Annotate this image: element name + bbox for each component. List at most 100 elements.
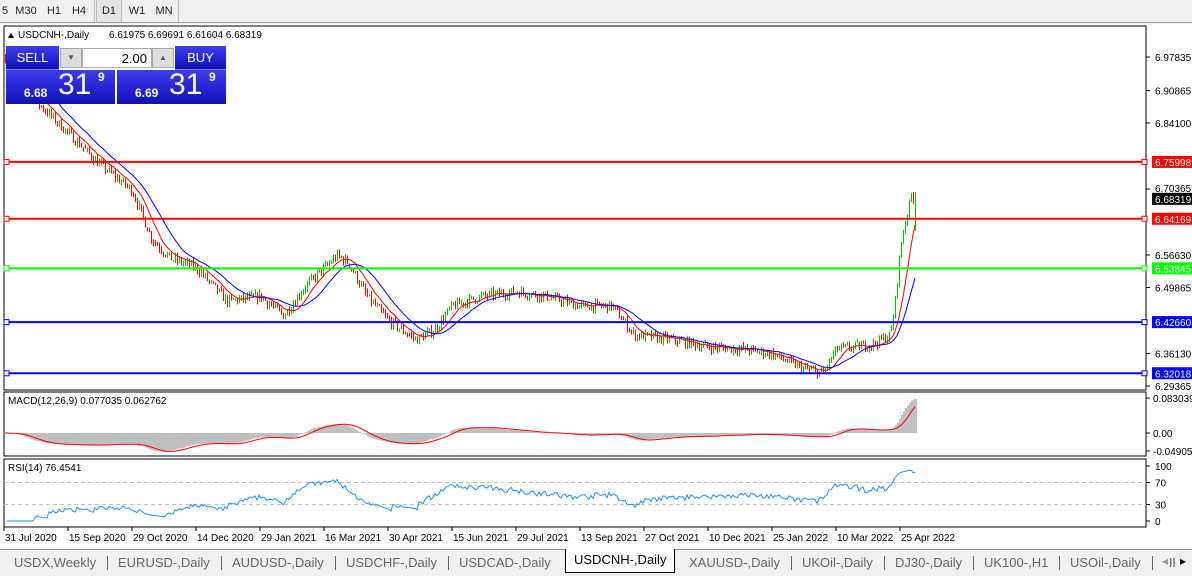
macd-bar xyxy=(311,428,313,433)
level-handle[interactable] xyxy=(1141,265,1148,272)
chart-tab[interactable]: AUDUSD-,Daily xyxy=(232,555,324,570)
macd-bar xyxy=(41,433,43,443)
chart-tab[interactable]: USOil-,Daily xyxy=(1070,555,1141,570)
macd-bar xyxy=(589,433,591,436)
sell-price[interactable]: 6.68 31 9 xyxy=(6,68,115,104)
macd-bar xyxy=(327,424,329,433)
sell-price-pips: 31 xyxy=(58,68,92,101)
macd-bar xyxy=(299,433,301,435)
chart-area[interactable]: USDCNH-,Daily 6.61975 6.69691 6.61604 6.6… xyxy=(0,24,1192,549)
volume-input[interactable] xyxy=(82,48,152,68)
level-handle[interactable] xyxy=(3,158,10,165)
macd-bar xyxy=(93,433,95,446)
timeframe-d1[interactable]: D1 xyxy=(96,0,122,22)
level-handle[interactable] xyxy=(3,370,10,377)
tab-scroll-left-icon[interactable]: ◂ xyxy=(1160,554,1171,568)
volume-increase-button[interactable]: ▲ xyxy=(152,48,174,68)
rsi-pane xyxy=(3,458,1147,528)
macd-bar xyxy=(781,433,783,436)
macd-bar xyxy=(241,433,243,442)
timeframe-m30[interactable]: M30 xyxy=(15,5,37,17)
chart-tab[interactable]: UK100-,H1 xyxy=(984,555,1049,570)
macd-bar xyxy=(809,433,811,437)
macd-bar xyxy=(773,433,775,436)
macd-bar xyxy=(451,430,453,433)
level-handle[interactable] xyxy=(3,265,10,272)
level-handle[interactable] xyxy=(1141,370,1148,377)
macd-bar xyxy=(457,428,459,433)
macd-bar xyxy=(339,423,341,433)
macd-bar xyxy=(425,433,427,442)
macd-bar xyxy=(493,428,495,433)
timeframe-h1[interactable]: H1 xyxy=(46,5,62,17)
macd-bar xyxy=(715,433,717,436)
macd-bar xyxy=(161,433,163,452)
macd-bar xyxy=(359,431,361,433)
macd-bar xyxy=(395,433,397,444)
macd-bar xyxy=(893,427,895,433)
chart-tab[interactable]: XAUUSD-,Daily xyxy=(689,555,781,570)
buy-button[interactable]: BUY xyxy=(175,46,226,70)
timeframe-5[interactable]: 5 xyxy=(1,5,9,17)
macd-bar xyxy=(677,433,679,438)
level-handle[interactable] xyxy=(3,215,10,222)
macd-pane xyxy=(3,391,1147,457)
macd-bar xyxy=(177,433,179,450)
chart-tab[interactable]: DJ30-,Daily xyxy=(895,555,963,570)
macd-bar xyxy=(355,429,357,433)
timeframe-h4[interactable]: H4 xyxy=(71,5,87,17)
macd-bar xyxy=(77,433,79,445)
date-tick-label: 16 Mar 2021 xyxy=(325,533,382,544)
collapse-triangle-icon[interactable] xyxy=(8,33,14,38)
macd-bar xyxy=(463,428,465,433)
macd-bar xyxy=(607,433,609,435)
macd-bar xyxy=(537,432,539,433)
macd-bar xyxy=(431,433,433,440)
chart-tab[interactable]: UKOil-,Daily xyxy=(802,555,873,570)
macd-bar xyxy=(55,433,57,444)
macd-bar xyxy=(205,433,207,444)
chart-tab[interactable]: USDCHF-,Daily xyxy=(346,555,437,570)
macd-bar xyxy=(799,433,801,437)
macd-bar xyxy=(391,433,393,444)
timeframe-w1[interactable]: W1 xyxy=(128,5,146,17)
timeframe-mn[interactable]: MN xyxy=(155,5,173,17)
macd-bar xyxy=(283,433,285,439)
macd-bar xyxy=(263,433,265,438)
macd-bar xyxy=(683,433,685,437)
macd-bar xyxy=(747,433,749,435)
chart-tab[interactable]: USDCNH-,Daily xyxy=(565,549,676,573)
macd-bar xyxy=(721,433,723,436)
macd-bar xyxy=(167,433,169,452)
macd-bar xyxy=(911,400,913,433)
rsi-tick-label: 0 xyxy=(1155,517,1161,528)
macd-bar xyxy=(649,433,651,440)
chart-tab[interactable]: USDX,Weekly xyxy=(14,555,97,570)
level-handle[interactable] xyxy=(1141,158,1148,165)
macd-bar xyxy=(725,433,727,436)
macd-bar xyxy=(877,430,879,433)
macd-bar xyxy=(529,431,531,433)
macd-bar xyxy=(87,433,89,445)
macd-bar xyxy=(507,429,509,433)
chart-tab[interactable]: EURUSD-,Daily xyxy=(118,555,210,570)
macd-bar xyxy=(635,433,637,440)
sell-button[interactable]: SELL xyxy=(6,46,59,70)
macd-bar xyxy=(907,405,909,433)
macd-bar xyxy=(223,433,225,445)
macd-bar xyxy=(423,433,425,443)
macd-bar xyxy=(289,433,291,439)
buy-price[interactable]: 6.69 31 9 xyxy=(117,68,226,104)
level-handle[interactable] xyxy=(3,319,10,326)
macd-bar xyxy=(889,429,891,433)
macd-bar xyxy=(631,433,633,439)
macd-bar xyxy=(251,433,253,440)
tab-scroll-right-icon[interactable]: ▸ xyxy=(1178,554,1189,568)
tab-separator xyxy=(335,556,336,570)
macd-bar xyxy=(495,428,497,433)
volume-decrease-button[interactable]: ▼ xyxy=(60,48,82,68)
macd-bar xyxy=(245,433,247,441)
level-handle[interactable] xyxy=(1141,319,1148,326)
level-handle[interactable] xyxy=(1141,215,1148,222)
chart-tab[interactable]: USDCAD-,Daily xyxy=(459,555,551,570)
